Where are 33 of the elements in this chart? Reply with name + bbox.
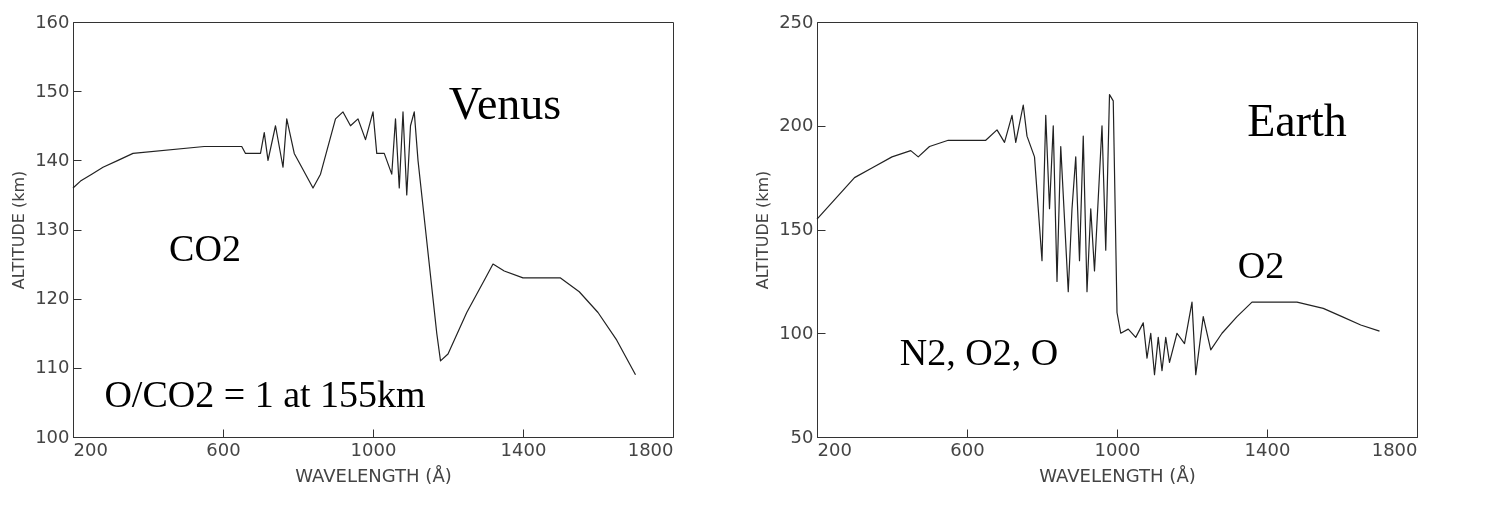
annotation: CO2 [169, 227, 241, 270]
y-tick-label: 250 [779, 10, 814, 32]
x-tick-label: 200 [817, 438, 852, 460]
y-tick-label: 150 [35, 79, 70, 101]
x-tick-label: 1800 [1371, 438, 1418, 460]
y-tick-label: 140 [35, 148, 70, 170]
y-tick-label: 150 [779, 218, 814, 239]
x-tick-label: 1000 [350, 438, 397, 460]
y-tick-label: 200 [779, 114, 814, 136]
y-tick-label: 100 [35, 425, 70, 447]
x-tick-label: 200 [73, 438, 108, 460]
x-tick-label: 1000 [1094, 438, 1141, 460]
y-axis-title: ALTITUDE (km) [753, 170, 773, 290]
x-axis-title: WAVELENGTH (Å) [1039, 464, 1196, 486]
y-axis-title: ALTITUDE (km) [9, 170, 29, 290]
y-tick-label: 130 [35, 218, 70, 239]
x-tick-label: 1400 [1244, 438, 1291, 460]
x-tick-label: 600 [950, 438, 985, 460]
annotation: Earth [1247, 94, 1347, 146]
x-axis-title: WAVELENGTH (Å) [295, 464, 452, 486]
annotation: O/CO2 = 1 at 155km [104, 372, 426, 415]
annotation: N2, O2, O [899, 331, 1059, 373]
annotation: Venus [448, 78, 562, 129]
annotation: O2 [1237, 243, 1285, 286]
y-tick-label: 120 [35, 287, 70, 309]
y-tick-label: 50 [790, 425, 814, 447]
line-series [816, 94, 1381, 376]
x-tick-label: 1800 [627, 438, 674, 460]
y-tick-label: 100 [779, 321, 814, 343]
x-tick-label: 1400 [500, 438, 547, 460]
y-tick-label: 110 [35, 356, 70, 378]
x-tick-label: 600 [206, 438, 241, 460]
y-tick-label: 160 [35, 10, 70, 32]
